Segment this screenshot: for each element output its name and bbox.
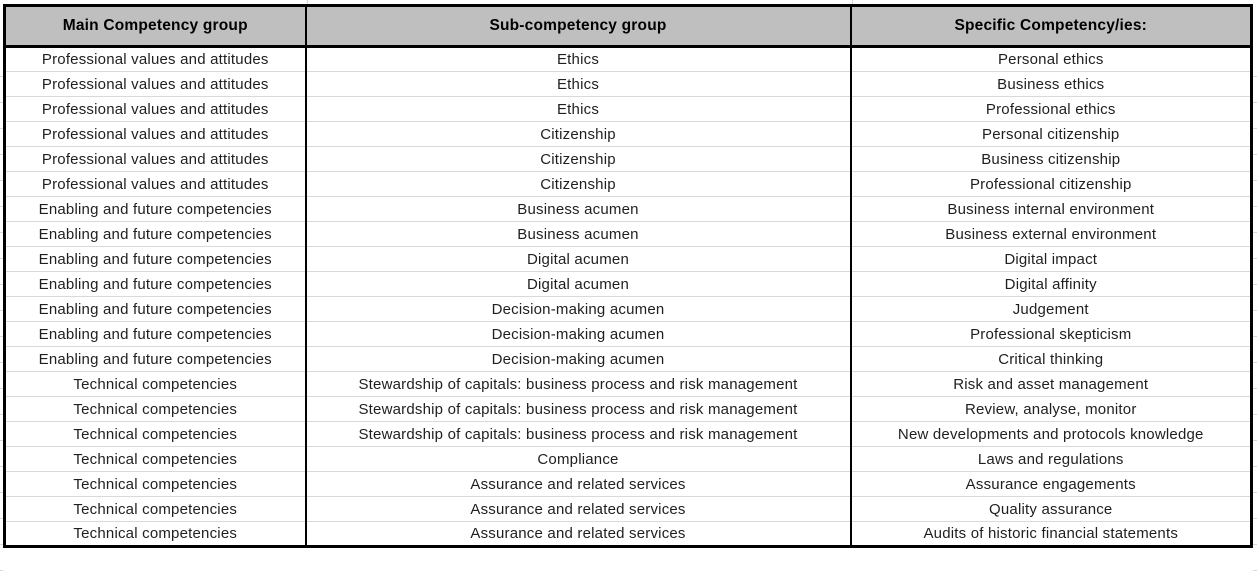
table-cell: Critical thinking (850, 346, 1252, 372)
table-cell: Personal ethics (850, 46, 1252, 72)
table-cell: Digital acumen (305, 246, 852, 272)
table-header: Main Competency group Sub-competency gro… (4, 5, 1252, 48)
table-row: Enabling and future competencies Digital … (4, 271, 1252, 297)
table-row: Technical competencies Assurance and rela… (4, 521, 1252, 547)
table-cell: Technical competencies (4, 421, 307, 447)
table-row: Enabling and future competencies Decision… (4, 321, 1252, 347)
table-cell: Personal citizenship (850, 121, 1252, 147)
header-sub-competency-group: Sub-competency group (305, 5, 852, 48)
table-cell: Digital impact (850, 246, 1252, 272)
table-row: Technical competencies Stewardship of cap… (4, 371, 1252, 397)
table-cell: Professional values and attitudes (4, 96, 307, 122)
table-row: Enabling and future competencies Business… (4, 221, 1252, 247)
table-cell: Professional citizenship (850, 171, 1252, 197)
table-cell: Digital acumen (305, 271, 852, 297)
table-cell: Ethics (305, 46, 852, 72)
header-main-competency-group: Main Competency group (4, 5, 307, 48)
table-cell: Technical competencies (4, 446, 307, 472)
table-cell: Compliance (305, 446, 852, 472)
table-row: Enabling and future competencies Decision… (4, 296, 1252, 322)
table-row: Professional values and attitudes Citizen… (4, 121, 1252, 147)
gridline-stub-right-margin (1253, 51, 1257, 571)
table-cell: Enabling and future competencies (4, 296, 307, 322)
table-cell: Assurance and related services (305, 496, 852, 522)
table-cell: Digital affinity (850, 271, 1252, 297)
table-cell: Decision-making acumen (305, 296, 852, 322)
table-cell: Professional values and attitudes (4, 71, 307, 97)
table-cell: Decision-making acumen (305, 346, 852, 372)
table-cell: Ethics (305, 71, 852, 97)
table-cell: Citizenship (305, 121, 852, 147)
table-cell: Quality assurance (850, 496, 1252, 522)
table-cell: Ethics (305, 96, 852, 122)
table-row: Technical competencies Stewardship of cap… (4, 396, 1252, 422)
table-cell: Professional values and attitudes (4, 146, 307, 172)
table-cell: Technical competencies (4, 471, 307, 497)
table-cell: Business internal environment (850, 196, 1252, 222)
table-cell: Enabling and future competencies (4, 196, 307, 222)
header-specific-competency: Specific Competency/ies: (850, 5, 1252, 48)
table-cell: Citizenship (305, 171, 852, 197)
table-cell: Stewardship of capitals: business proces… (305, 371, 852, 397)
table-cell: Enabling and future competencies (4, 271, 307, 297)
table-cell: Business external environment (850, 221, 1252, 247)
table-row: Enabling and future competencies Decision… (4, 346, 1252, 372)
table-cell: New developments and protocols knowledge (850, 421, 1252, 447)
table-cell: Enabling and future competencies (4, 346, 307, 372)
table-cell: Laws and regulations (850, 446, 1252, 472)
table-row: Enabling and future competencies Business… (4, 196, 1252, 222)
table-cell: Professional skepticism (850, 321, 1252, 347)
table-cell: Professional values and attitudes (4, 171, 307, 197)
table-cell: Assurance and related services (305, 521, 852, 547)
table-cell: Enabling and future competencies (4, 221, 307, 247)
table-cell: Citizenship (305, 146, 852, 172)
table-row: Technical competencies Compliance Laws and… (4, 446, 1252, 472)
table-cell: Professional ethics (850, 96, 1252, 122)
table-row: Professional values and attitudes Ethics P… (4, 96, 1252, 122)
table-cell: Technical competencies (4, 521, 307, 547)
competency-table: Main Competency group Sub-competency gro… (3, 4, 1253, 548)
table-row: Professional values and attitudes Ethics B… (4, 71, 1252, 97)
table-cell: Professional values and attitudes (4, 121, 307, 147)
table-cell: Stewardship of capitals: business proces… (305, 396, 852, 422)
table-cell: Business acumen (305, 221, 852, 247)
table-cell: Business citizenship (850, 146, 1252, 172)
header-row: Main Competency group Sub-competency gro… (4, 5, 1252, 48)
table-cell: Assurance engagements (850, 471, 1252, 497)
table-cell: Business acumen (305, 196, 852, 222)
table-body: Professional values and attitudes Ethics P… (4, 46, 1252, 547)
gridline-stub-top-1 (307, 0, 308, 4)
table-row: Professional values and attitudes Citizen… (4, 146, 1252, 172)
table-cell: Business ethics (850, 71, 1252, 97)
table-cell: Technical competencies (4, 371, 307, 397)
table-cell: Judgement (850, 296, 1252, 322)
table-row: Technical competencies Stewardship of cap… (4, 421, 1252, 447)
table-row: Professional values and attitudes Citizen… (4, 171, 1252, 197)
table-row: Technical competencies Assurance and rela… (4, 471, 1252, 497)
table-cell: Assurance and related services (305, 471, 852, 497)
table-cell: Stewardship of capitals: business proces… (305, 421, 852, 447)
table-cell: Risk and asset management (850, 371, 1252, 397)
table-row: Enabling and future competencies Digital … (4, 246, 1252, 272)
gridline-stub-left-margin (0, 51, 3, 571)
table-cell: Enabling and future competencies (4, 321, 307, 347)
table-row: Technical competencies Assurance and rela… (4, 496, 1252, 522)
table-row: Professional values and attitudes Ethics P… (4, 46, 1252, 72)
table-cell: Technical competencies (4, 396, 307, 422)
table-cell: Audits of historic financial statements (850, 521, 1252, 547)
gridline-stub-top-2 (852, 0, 853, 4)
table-cell: Review, analyse, monitor (850, 396, 1252, 422)
table-cell: Professional values and attitudes (4, 46, 307, 72)
table-cell: Enabling and future competencies (4, 246, 307, 272)
table-cell: Technical competencies (4, 496, 307, 522)
table-cell: Decision-making acumen (305, 321, 852, 347)
